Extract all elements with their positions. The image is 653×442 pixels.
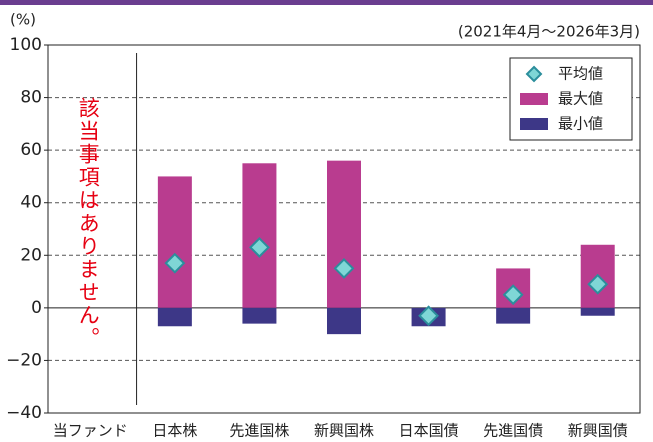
average-marker xyxy=(164,252,186,274)
x-tick-label: 日本国債 xyxy=(399,422,459,440)
bar xyxy=(242,307,277,324)
bar xyxy=(327,160,361,308)
average-marker xyxy=(502,284,524,306)
annotation: 該当事項はありません。 xyxy=(76,97,100,350)
legend-label: 平均値 xyxy=(558,65,603,83)
period-label: (2021年4月～2026年3月) xyxy=(458,23,640,41)
x-tick-label: 当ファンド xyxy=(53,422,128,440)
legend-label: 最小値 xyxy=(558,115,603,133)
bar xyxy=(580,307,615,316)
y-tick-label: 60 xyxy=(20,140,42,160)
y-tick-label: −20 xyxy=(6,350,42,370)
y-tick-label: 100 xyxy=(10,35,42,55)
bar xyxy=(157,307,192,327)
average-marker xyxy=(249,236,270,258)
top-band xyxy=(0,0,653,5)
bar xyxy=(157,176,192,308)
legend-marker xyxy=(525,65,543,83)
average-marker xyxy=(418,305,439,327)
bar xyxy=(327,307,361,335)
x-tick-label: 日本株 xyxy=(152,422,197,440)
y-tick-label: 80 xyxy=(20,88,42,108)
bar xyxy=(496,307,531,324)
legend-swatch xyxy=(520,93,548,105)
y-tick-label: 20 xyxy=(20,245,42,265)
y-tick-label: 0 xyxy=(31,298,42,318)
average-marker xyxy=(587,273,609,295)
x-tick-label: 先進国債 xyxy=(483,422,543,440)
y-tick-label: −40 xyxy=(6,403,42,423)
legend-label: 最大値 xyxy=(558,90,603,108)
bar xyxy=(242,163,277,308)
x-tick-label: 新興国株 xyxy=(314,422,374,440)
x-tick-label: 先進国株 xyxy=(229,422,289,440)
x-tick-label: 新興国債 xyxy=(568,422,628,440)
unit-label: (%) xyxy=(10,11,36,29)
average-marker xyxy=(333,258,355,279)
plot-frame xyxy=(47,44,641,414)
y-tick-label: 40 xyxy=(20,193,42,213)
legend-swatch xyxy=(520,118,548,130)
